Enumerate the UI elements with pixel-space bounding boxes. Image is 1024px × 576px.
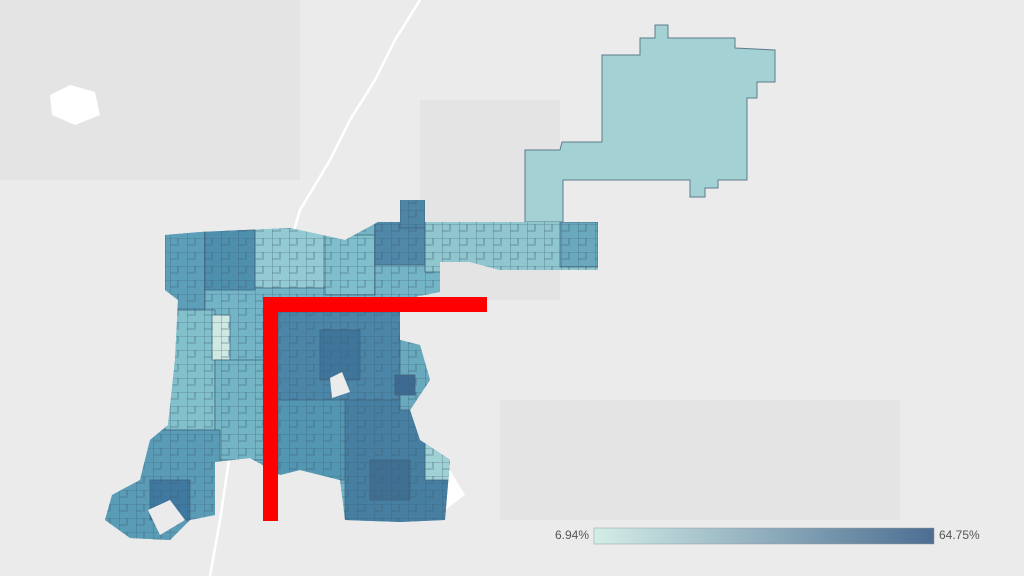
hole — [148, 372, 350, 535]
legend-max-label: 64.75% — [939, 528, 980, 542]
legend-min-label: 6.94% — [555, 528, 589, 542]
airport-tract — [524, 24, 776, 223]
legend-bar — [593, 527, 935, 545]
